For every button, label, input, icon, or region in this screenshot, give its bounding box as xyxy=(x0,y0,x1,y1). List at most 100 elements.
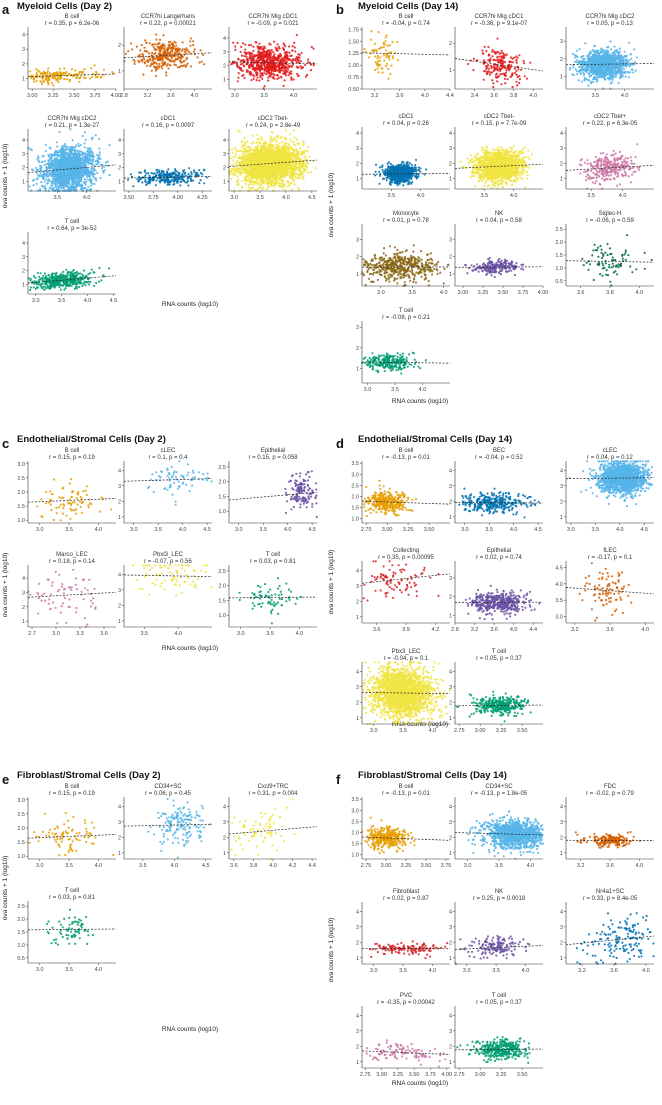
data-point xyxy=(292,59,294,61)
data-point xyxy=(108,144,110,146)
data-point xyxy=(175,58,177,60)
data-point xyxy=(45,150,47,152)
x-tick-label: 3.0 xyxy=(231,93,239,99)
data-point xyxy=(65,184,67,186)
data-point xyxy=(169,64,171,66)
data-point xyxy=(36,183,38,185)
data-point xyxy=(40,172,42,174)
data-point xyxy=(166,49,168,51)
data-point xyxy=(91,76,93,78)
data-point xyxy=(76,170,78,172)
data-point xyxy=(301,52,303,54)
data-point xyxy=(266,56,268,58)
data-point xyxy=(181,56,183,58)
data-point xyxy=(283,85,285,87)
data-point xyxy=(69,79,71,81)
data-point xyxy=(44,185,46,187)
data-point xyxy=(37,177,39,179)
data-point xyxy=(174,52,176,54)
data-point xyxy=(47,70,49,72)
data-point xyxy=(38,160,40,162)
data-point xyxy=(165,74,167,76)
data-point xyxy=(173,41,175,43)
data-point xyxy=(292,45,294,47)
data-point xyxy=(167,47,169,49)
x-tick-label: 3.50 xyxy=(69,93,80,99)
data-point xyxy=(77,143,79,145)
data-point xyxy=(244,51,246,53)
data-point xyxy=(89,77,91,79)
data-point xyxy=(280,76,282,78)
subplot-title: B cell xyxy=(65,14,80,20)
data-point xyxy=(277,59,279,61)
data-point xyxy=(63,67,65,69)
data-point xyxy=(278,67,280,69)
data-point xyxy=(45,190,47,192)
data-point xyxy=(175,45,177,47)
data-point xyxy=(59,173,61,175)
data-point xyxy=(84,131,86,133)
data-point xyxy=(272,77,274,79)
data-point xyxy=(166,58,168,60)
data-point xyxy=(151,44,153,46)
data-point xyxy=(85,188,87,190)
data-point xyxy=(56,145,58,147)
data-point xyxy=(52,77,54,79)
data-point xyxy=(54,167,56,169)
data-point xyxy=(155,70,157,72)
data-point xyxy=(104,169,106,171)
data-point xyxy=(101,167,103,169)
data-point xyxy=(307,58,309,60)
x-tick-label: 3.2 xyxy=(144,93,152,99)
x-tick-label: 3.6 xyxy=(167,93,175,99)
data-point xyxy=(155,34,157,36)
data-point xyxy=(160,65,162,67)
data-point xyxy=(153,58,155,60)
data-point xyxy=(56,141,58,143)
data-point xyxy=(51,82,53,84)
data-point xyxy=(95,134,97,136)
data-point xyxy=(241,55,243,57)
data-point xyxy=(40,81,42,83)
data-point xyxy=(279,48,281,50)
data-point xyxy=(44,72,46,74)
data-point xyxy=(170,47,172,49)
data-point xyxy=(273,55,275,57)
data-point xyxy=(265,67,267,69)
data-point xyxy=(158,66,160,68)
data-point xyxy=(59,68,61,70)
x-tick-label: 3.75 xyxy=(90,93,101,99)
data-point xyxy=(171,42,173,44)
data-point xyxy=(159,47,161,49)
data-point xyxy=(261,51,263,53)
data-point xyxy=(288,45,290,47)
data-point xyxy=(273,74,275,76)
data-point xyxy=(192,44,194,46)
data-point xyxy=(259,57,261,59)
data-point xyxy=(183,64,185,66)
data-point xyxy=(64,143,66,145)
data-point xyxy=(60,147,62,149)
data-point xyxy=(37,190,39,192)
data-point xyxy=(159,50,161,52)
data-point xyxy=(93,64,95,66)
data-point xyxy=(66,78,68,80)
data-point xyxy=(200,49,202,51)
data-point xyxy=(40,181,42,183)
data-point xyxy=(300,60,302,62)
data-point xyxy=(42,155,44,157)
data-point xyxy=(241,75,243,77)
data-point xyxy=(279,60,281,62)
data-point xyxy=(90,185,92,187)
data-point xyxy=(282,73,284,75)
data-point xyxy=(185,64,187,66)
data-point xyxy=(290,79,292,81)
data-point xyxy=(35,74,37,76)
data-point xyxy=(141,44,143,46)
data-point xyxy=(240,63,242,65)
data-point xyxy=(291,49,293,51)
data-point xyxy=(81,72,83,74)
x-tick-label: 2.8 xyxy=(120,93,128,99)
data-point xyxy=(84,178,86,180)
